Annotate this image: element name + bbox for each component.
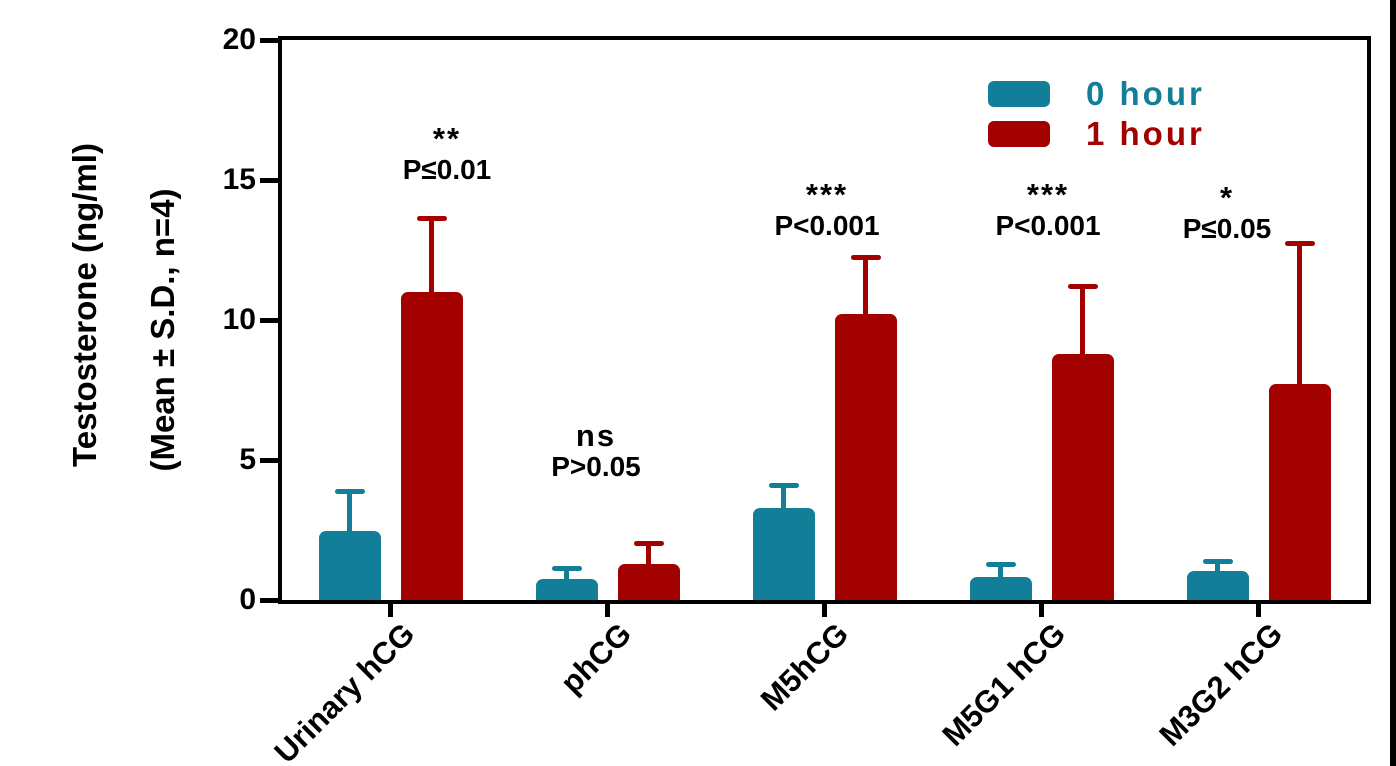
error-bar-stem-0-hour-m5g1-hcg bbox=[998, 563, 1003, 578]
legend-item-1-hour: 1 hour bbox=[988, 114, 1205, 154]
y-tick-5 bbox=[260, 457, 278, 463]
x-tick-m5g1-hcg bbox=[1039, 604, 1044, 617]
x-tick-phcg bbox=[605, 604, 610, 617]
annotation-pvalue-m3g2-hcg: P≤0.05 bbox=[1182, 213, 1272, 244]
bar-0-hour-urinary-hcg bbox=[318, 531, 381, 600]
legend-swatch-1-hour bbox=[988, 121, 1050, 147]
error-bar-cap-1-hour-m3g2-hcg bbox=[1284, 241, 1315, 246]
error-bar-cap-1-hour-urinary-hcg bbox=[416, 215, 447, 221]
y-tick-label-10: 10 bbox=[222, 303, 256, 336]
x-tick-label-m3g2-hcg: M3G2 hCG bbox=[1152, 616, 1290, 753]
error-bar-stem-0-hour-urinary-hcg bbox=[347, 490, 352, 532]
annotation-pvalue-m5g1-hcg: P<0.001 bbox=[995, 210, 1101, 241]
y-tick-label-20: 20 bbox=[222, 23, 256, 56]
bar-0-hour-m3g2-hcg bbox=[1186, 570, 1249, 600]
legend-label-1-hour: 1 hour bbox=[1086, 115, 1205, 152]
bar-0-hour-m5g1-hcg bbox=[969, 577, 1032, 600]
annotation-stars-urinary-hcg: ** bbox=[432, 121, 462, 156]
legend-swatch-0-hour bbox=[988, 81, 1050, 107]
x-tick-label-urinary-hcg: Urinary hCG bbox=[267, 616, 422, 766]
x-tick-label-phcg: phCG bbox=[553, 616, 639, 701]
y-axis-title-line1: Testosterone (ng/ml) bbox=[66, 143, 103, 467]
x-tick-m3g2-hcg bbox=[1256, 604, 1261, 617]
legend-label-0-hour: 0 hour bbox=[1086, 75, 1205, 112]
annotation-pvalue-m5hcg: P<0.001 bbox=[774, 210, 880, 241]
plot-area bbox=[278, 36, 1371, 604]
error-bar-stem-1-hour-urinary-hcg bbox=[429, 217, 434, 292]
error-bar-cap-0-hour-m5g1-hcg bbox=[985, 561, 1016, 567]
error-bar-cap-0-hour-urinary-hcg bbox=[334, 488, 365, 494]
figure-right-border bbox=[1390, 0, 1396, 766]
y-tick-label-5: 5 bbox=[239, 443, 256, 476]
bar-1-hour-phcg bbox=[617, 563, 680, 600]
bar-1-hour-m3g2-hcg bbox=[1268, 384, 1331, 600]
annotation-stars-m5hcg: *** bbox=[805, 177, 849, 212]
y-tick-15 bbox=[260, 177, 278, 183]
y-tick-10 bbox=[260, 317, 278, 323]
x-tick-label-m5g1-hcg: M5G1 hCG bbox=[935, 616, 1073, 753]
error-bar-stem-1-hour-m5hcg bbox=[863, 257, 868, 315]
bar-1-hour-urinary-hcg bbox=[400, 292, 463, 600]
y-tick-0 bbox=[260, 597, 278, 603]
bar-0-hour-phcg bbox=[535, 579, 598, 600]
annotation-stars-m3g2-hcg: * bbox=[1219, 180, 1235, 215]
x-tick-m5hcg bbox=[822, 604, 827, 617]
error-bar-cap-1-hour-m5hcg bbox=[850, 255, 881, 260]
annotation-stars-phcg: ns bbox=[575, 418, 617, 453]
bar-1-hour-m5g1-hcg bbox=[1051, 353, 1114, 600]
error-bar-stem-0-hour-m5hcg bbox=[781, 485, 786, 508]
legend-item-0-hour: 0 hour bbox=[988, 74, 1205, 114]
error-bar-cap-1-hour-m5g1-hcg bbox=[1067, 284, 1098, 290]
error-bar-stem-1-hour-m3g2-hcg bbox=[1297, 243, 1302, 385]
error-bar-stem-0-hour-m3g2-hcg bbox=[1215, 560, 1220, 571]
annotation-pvalue-phcg: P>0.05 bbox=[551, 451, 641, 482]
x-tick-label-m5hcg: M5hCG bbox=[753, 616, 856, 718]
y-axis-title-line2: (Mean ± S.D., n=4) bbox=[144, 188, 181, 472]
error-bar-stem-1-hour-phcg bbox=[646, 542, 651, 564]
error-bar-cap-0-hour-m3g2-hcg bbox=[1202, 558, 1233, 564]
y-tick-20 bbox=[260, 37, 278, 43]
legend: 0 hour 1 hour bbox=[988, 74, 1205, 154]
error-bar-cap-0-hour-m5hcg bbox=[768, 483, 799, 489]
y-tick-label-15: 15 bbox=[222, 163, 256, 196]
y-tick-label-0: 0 bbox=[239, 583, 256, 616]
error-bar-cap-1-hour-phcg bbox=[633, 540, 664, 546]
x-tick-urinary-hcg bbox=[388, 604, 393, 617]
annotation-stars-m5g1-hcg: *** bbox=[1026, 177, 1070, 212]
error-bar-stem-0-hour-phcg bbox=[564, 567, 569, 579]
bar-1-hour-m5hcg bbox=[834, 314, 897, 600]
bar-0-hour-m5hcg bbox=[752, 507, 815, 600]
error-bar-cap-0-hour-phcg bbox=[551, 565, 582, 571]
error-bar-stem-1-hour-m5g1-hcg bbox=[1080, 286, 1085, 354]
annotation-pvalue-urinary-hcg: P≤0.01 bbox=[402, 154, 492, 185]
